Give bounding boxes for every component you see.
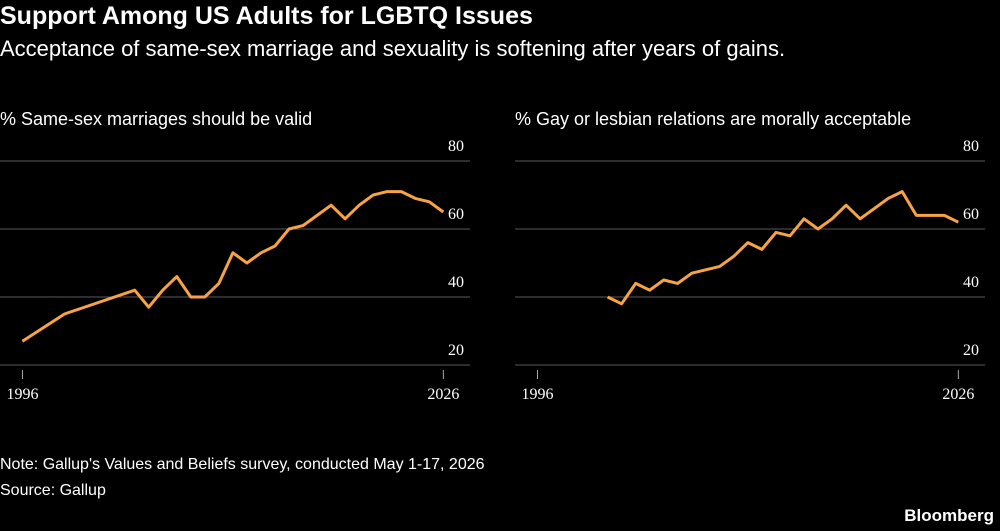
brand: Bloomberg [904, 506, 994, 525]
x-tick-label: 1996 [6, 386, 38, 403]
data-line [606, 190, 959, 306]
source: Source: Gallup [0, 482, 106, 499]
x-tick-label: 2026 [942, 386, 974, 403]
y-tick-label: 80 [963, 138, 979, 155]
data-line [21, 190, 445, 343]
y-tick-label: 40 [963, 274, 979, 291]
y-tick-label: 20 [448, 342, 464, 359]
y-tick-label: 60 [963, 206, 979, 223]
x-tick-label: 2026 [427, 386, 459, 403]
y-tick-label: 80 [448, 138, 464, 155]
y-tick-label: 20 [963, 342, 979, 359]
y-tick-label: 40 [448, 274, 464, 291]
x-tick-label: 1996 [521, 386, 553, 403]
subtitle: Acceptance of same-sex marriage and sexu… [0, 36, 786, 61]
note: Note: Gallup's Values and Beliefs survey… [0, 456, 485, 473]
title: Support Among US Adults for LGBTQ Issues [0, 2, 533, 30]
panel-title: % Same-sex marriages should be valid [0, 109, 313, 129]
panel-title: % Gay or lesbian relations are morally a… [515, 109, 912, 129]
y-tick-label: 60 [448, 206, 464, 223]
